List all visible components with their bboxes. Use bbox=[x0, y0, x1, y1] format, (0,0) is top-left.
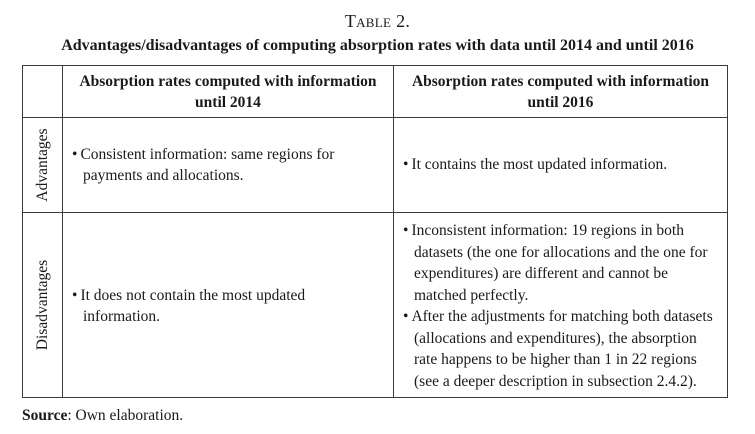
header-row: Absorption rates computed with informati… bbox=[22, 65, 728, 118]
bullet-item: After the adjustments for matching both … bbox=[403, 306, 717, 392]
column-header-2014-line2: until 2014 bbox=[195, 93, 261, 111]
bullet-item: Consistent information: same regions for… bbox=[72, 144, 383, 187]
row-label-advantages: Advantages bbox=[33, 128, 51, 202]
column-header-2016-line1: Absorption rates computed with informati… bbox=[411, 72, 710, 90]
disadvantages-label-cell: Disadvantages bbox=[22, 212, 63, 398]
bullet-item: It contains the most updated information… bbox=[403, 154, 717, 176]
table-title: Table 2. bbox=[344, 11, 411, 31]
comparison-table: Absorption rates computed with informati… bbox=[22, 65, 728, 398]
advantages-2014-list: Consistent information: same regions for… bbox=[72, 144, 383, 187]
advantages-label-cell: Advantages bbox=[22, 117, 63, 213]
disadvantages-row: Disadvantages It does not contain the mo… bbox=[22, 212, 728, 398]
disadvantages-2016-cell: Inconsistent information: 19 regions in … bbox=[393, 212, 728, 398]
column-header-2014-line1: Absorption rates computed with informati… bbox=[79, 72, 377, 90]
column-header-2014: Absorption rates computed with informati… bbox=[62, 65, 394, 118]
advantages-row: Advantages Consistent information: same … bbox=[22, 117, 728, 213]
advantages-2014-cell: Consistent information: same regions for… bbox=[62, 117, 394, 213]
disadvantages-2014-cell: It does not contain the most updated inf… bbox=[62, 212, 394, 398]
disadvantages-2014-list: It does not contain the most updated inf… bbox=[72, 285, 383, 328]
source-note: Source: Own elaboration. bbox=[22, 406, 755, 426]
advantages-2016-list: It contains the most updated information… bbox=[403, 154, 717, 176]
source-text: : Own elaboration. bbox=[67, 407, 184, 424]
table-subtitle: Advantages/disadvantages of computing ab… bbox=[61, 37, 694, 54]
row-label-disadvantages: Disadvantages bbox=[33, 259, 51, 351]
bullet-item: It does not contain the most updated inf… bbox=[72, 285, 383, 328]
column-header-2016: Absorption rates computed with informati… bbox=[393, 65, 728, 118]
column-header-2016-line2: until 2016 bbox=[527, 93, 594, 111]
corner-cell bbox=[22, 65, 63, 118]
disadvantages-2016-list: Inconsistent information: 19 regions in … bbox=[403, 220, 717, 392]
source-label: Source bbox=[22, 407, 68, 424]
bullet-item: Inconsistent information: 19 regions in … bbox=[403, 220, 717, 306]
advantages-2016-cell: It contains the most updated information… bbox=[393, 117, 728, 213]
